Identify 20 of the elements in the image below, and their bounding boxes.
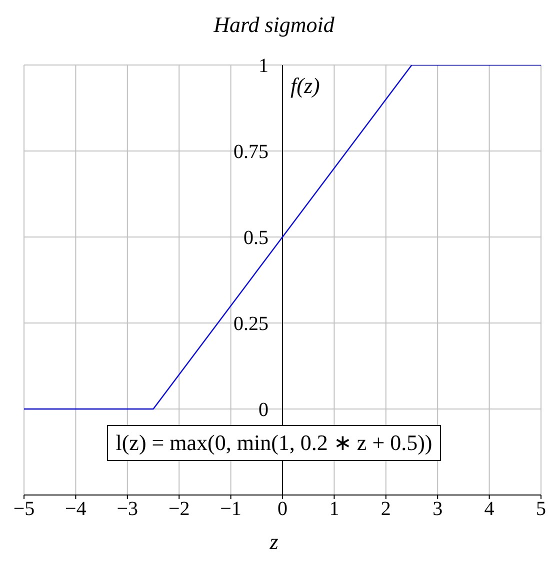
x-tick-label: 5 [536,498,546,520]
x-tick-label: 0 [278,498,288,520]
y-axis-title: f(z) [290,73,320,99]
x-tick-label: 4 [484,498,494,520]
annotation: l(z) = max(0, min(1, 0.2 ∗ z + 0.5)) [106,425,442,461]
y-tick-label: 0.75 [234,141,268,163]
x-tick-label: 1 [329,498,340,520]
x-tick-label: −5 [13,498,35,520]
x-tick-label: −4 [65,498,86,520]
chart-title: Hard sigmoid [212,12,336,38]
y-tick-label: 0.25 [234,313,268,335]
x-tick-label: −3 [116,498,138,520]
y-tick-label: 0.5 [244,227,268,249]
x-tick-label: 3 [432,498,443,520]
x-axis-title: z [268,529,280,555]
x-tick-label: 2 [380,498,391,520]
x-tick-label: −2 [168,498,190,520]
y-tick-label: 0 [258,399,268,421]
y-tick-label: 1 [258,55,268,77]
x-tick-label: −1 [220,498,242,520]
